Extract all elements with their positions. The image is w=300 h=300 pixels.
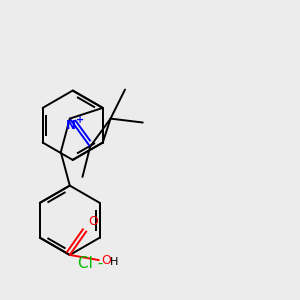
Text: N: N (66, 119, 76, 132)
Text: O: O (89, 215, 98, 228)
Text: H: H (110, 257, 118, 267)
Text: +: + (76, 115, 84, 124)
Text: O: O (101, 254, 111, 267)
Text: Cl -: Cl - (78, 256, 103, 272)
